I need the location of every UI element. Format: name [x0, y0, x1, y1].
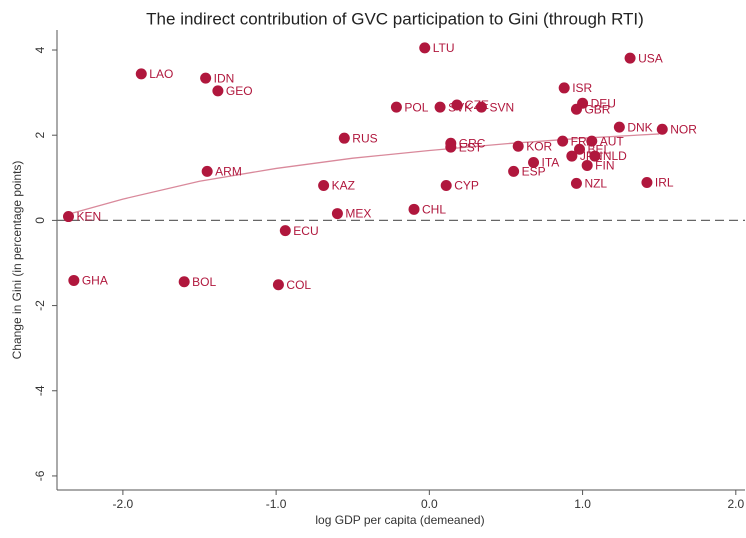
point-label: NZL: [584, 177, 607, 191]
point: [586, 135, 598, 147]
point: [566, 150, 578, 162]
point: [331, 208, 343, 220]
point-label: KEN: [76, 210, 101, 224]
point-label: IDN: [214, 71, 235, 85]
point-label: ECU: [293, 224, 318, 238]
point-label: RUS: [352, 131, 377, 145]
y-axis-label: Change in Gini (in percentage points): [10, 161, 24, 360]
point: [62, 211, 74, 223]
fit-line: [64, 133, 660, 216]
point: [440, 179, 452, 191]
point-label: KAZ: [332, 179, 355, 193]
point: [581, 159, 593, 171]
y-tick-label: 0: [33, 217, 47, 224]
point: [445, 141, 457, 153]
point: [589, 150, 601, 162]
point-label: GBR: [584, 102, 610, 116]
point-label: CYP: [454, 179, 479, 193]
point-label: USA: [638, 51, 663, 65]
point-label: ARM: [215, 165, 242, 179]
point-label: DEU: [591, 96, 616, 110]
y-tick-label: -4: [33, 385, 47, 396]
point-label: BOL: [192, 275, 216, 289]
chart-title: The indirect contribution of GVC partici…: [146, 9, 644, 28]
point: [434, 101, 446, 113]
point: [408, 203, 420, 215]
x-tick-label: 2.0: [727, 497, 744, 511]
point-label: FIN: [595, 159, 614, 173]
point: [557, 135, 569, 147]
point-label: IRL: [655, 176, 674, 190]
y-tick-label: 4: [33, 46, 47, 53]
point: [528, 156, 540, 168]
x-tick-label: -1.0: [266, 497, 287, 511]
point-label: KOR: [526, 139, 552, 153]
point: [318, 179, 330, 191]
point: [512, 140, 524, 152]
point-label: GRC: [459, 136, 486, 150]
point: [178, 276, 190, 288]
point-label: NLD: [603, 149, 627, 163]
point-label: NOR: [670, 122, 697, 136]
point-label: ISR: [572, 81, 592, 95]
point-label: GHA: [82, 274, 108, 288]
point: [574, 143, 586, 155]
x-tick-label: -2.0: [113, 497, 134, 511]
point-label: DNK: [627, 120, 652, 134]
point: [338, 132, 350, 144]
point: [451, 99, 463, 111]
y-tick-label: -6: [33, 470, 47, 481]
point: [641, 176, 653, 188]
point: [656, 123, 668, 135]
point: [68, 274, 80, 286]
point: [279, 225, 291, 237]
point: [272, 279, 284, 291]
x-tick-label: 1.0: [574, 497, 591, 511]
point-label: POL: [404, 100, 428, 114]
point: [135, 68, 147, 80]
point-label: ESP: [522, 165, 546, 179]
point: [624, 52, 636, 64]
point-label: EST: [459, 140, 483, 154]
point: [212, 85, 224, 97]
point: [201, 165, 213, 177]
point-label: MEX: [345, 207, 371, 221]
point: [475, 101, 487, 113]
point-label: LAO: [149, 67, 173, 81]
point: [570, 177, 582, 189]
point-label: COL: [286, 278, 311, 292]
point: [613, 121, 625, 133]
point: [570, 103, 582, 115]
point: [508, 165, 520, 177]
x-axis-label: log GDP per capita (demeaned): [315, 513, 484, 527]
point: [200, 72, 212, 84]
y-tick-label: -2: [33, 300, 47, 311]
x-tick-label: 0.0: [421, 497, 438, 511]
point: [419, 42, 431, 54]
point: [390, 101, 402, 113]
point: [558, 82, 570, 94]
point-label: AUT: [600, 134, 625, 148]
point-label: CHL: [422, 202, 446, 216]
point-label: ITA: [542, 156, 560, 170]
point-label: GEO: [226, 84, 253, 98]
y-tick-label: 2: [33, 132, 47, 139]
point-label: LTU: [433, 41, 455, 55]
point-label: SVN: [489, 100, 514, 114]
